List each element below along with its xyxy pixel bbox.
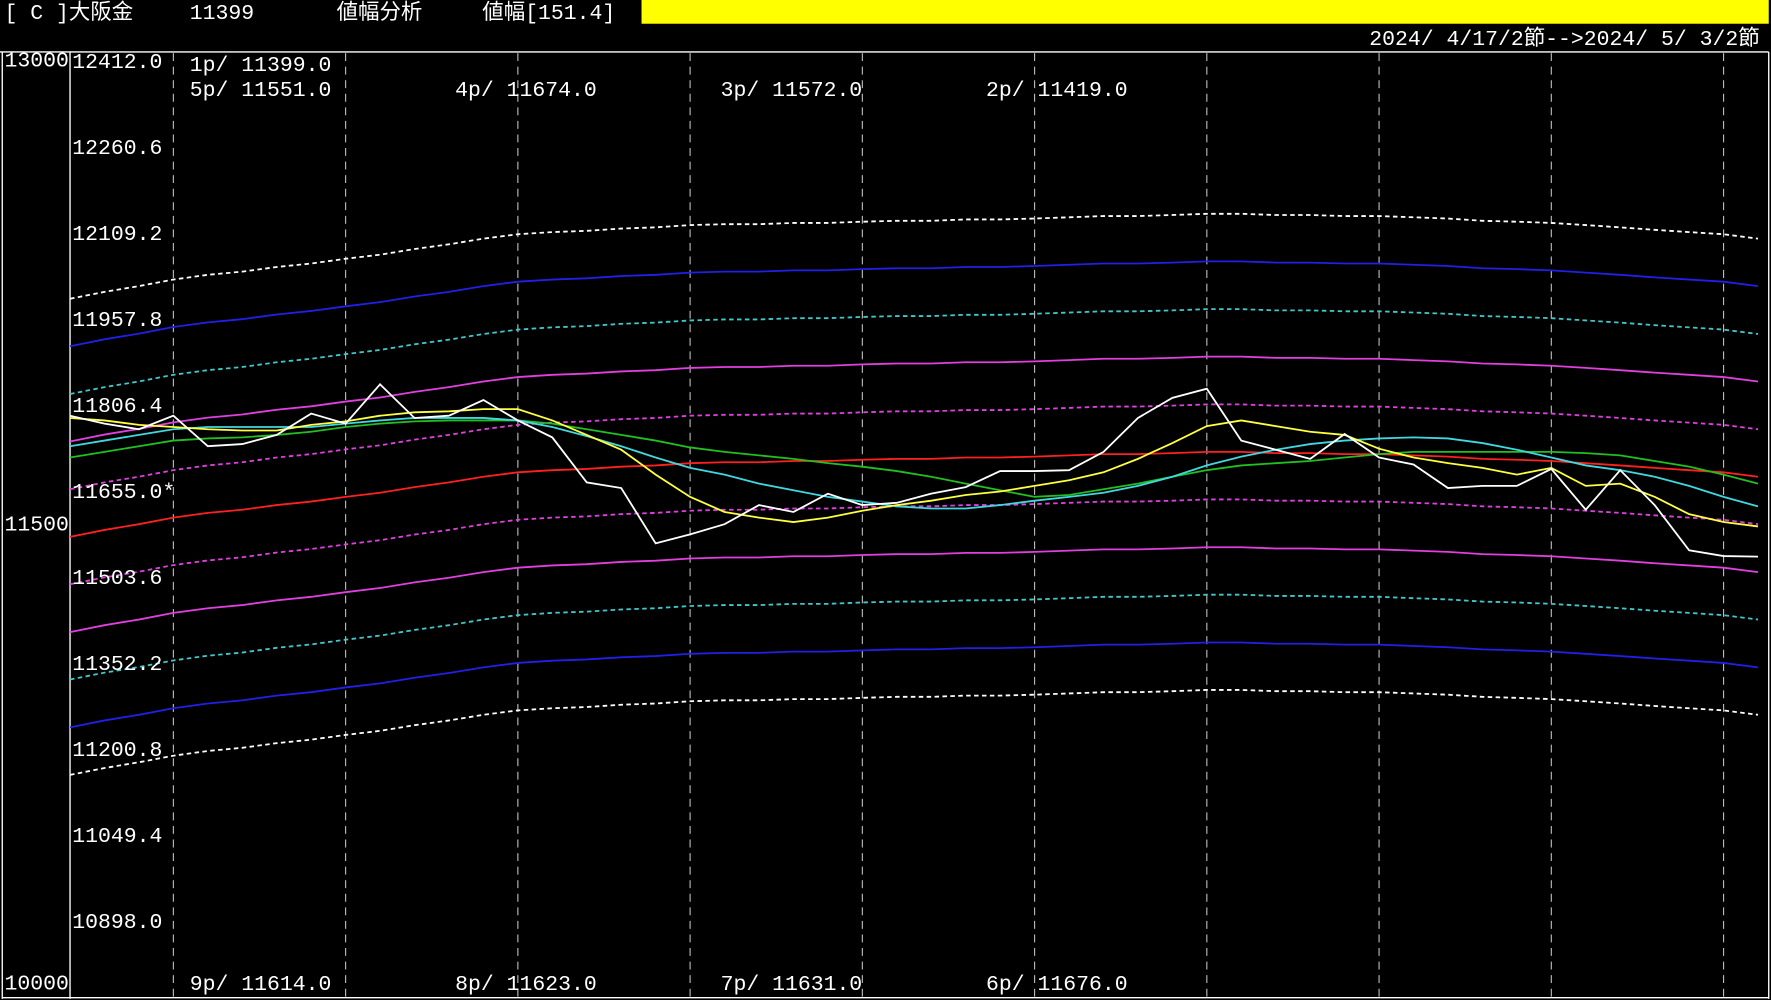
date-range: 2024/ 4/17/2節-->2024/ 5/ 3/2節 xyxy=(1369,26,1759,52)
annotation: 6p/ 11676.0 xyxy=(986,973,1128,997)
y2-tick-label: 11049.4 xyxy=(72,825,162,849)
series-line xyxy=(69,593,1759,681)
y2-tick-label: 11806.4 xyxy=(72,395,162,419)
series-line xyxy=(69,417,1759,510)
y2-tick-label: 11200.8 xyxy=(72,739,162,763)
y2-tick-label: 11655.0* xyxy=(72,481,175,505)
series-line xyxy=(69,308,1759,395)
plot-area xyxy=(69,53,1759,997)
annotation: 1p/ 11399.0 xyxy=(190,54,332,78)
y2-tick-label: 11352.2 xyxy=(72,653,162,677)
series-line xyxy=(69,498,1759,586)
series-line xyxy=(69,403,1759,491)
series-line xyxy=(69,212,1759,300)
series-line xyxy=(69,450,1759,538)
annotation: 2p/ 11419.0 xyxy=(986,79,1128,103)
chart-title: [ C ]大阪金 xyxy=(5,0,134,26)
series-line xyxy=(69,408,1759,528)
series-line xyxy=(69,546,1759,633)
y2-tick-label: 11503.6 xyxy=(72,567,162,591)
y2-tick-label: 10898.0 xyxy=(72,911,162,935)
annotation: 9p/ 11614.0 xyxy=(190,973,332,997)
annotation: 4p/ 11674.0 xyxy=(455,79,597,103)
y2-tick-label: 12109.2 xyxy=(72,223,162,247)
series-line xyxy=(69,641,1759,729)
series-line xyxy=(69,382,1759,558)
last-price: 11399 xyxy=(190,2,254,26)
series-line xyxy=(69,260,1759,348)
series-line xyxy=(69,419,1759,498)
y2-tick-label: 11957.8 xyxy=(72,309,162,333)
annotation: 5p/ 11551.0 xyxy=(190,79,332,103)
y2-tick-label: 12412.0 xyxy=(72,51,162,75)
header-bar xyxy=(641,0,1769,24)
y-tick-label: 13000 xyxy=(5,50,69,74)
series-line xyxy=(69,355,1759,443)
annotation: 8p/ 11623.0 xyxy=(455,973,597,997)
y-tick-label: 11500 xyxy=(5,514,69,538)
annotation: 3p/ 11572.0 xyxy=(721,79,863,103)
mode-label: 値幅分析 xyxy=(337,0,423,26)
series-line xyxy=(69,689,1759,776)
y2-tick-label: 12260.6 xyxy=(72,137,162,161)
range-label: 値幅[151.4] xyxy=(482,0,615,26)
y-tick-label: 10000 xyxy=(5,973,69,997)
annotation: 7p/ 11631.0 xyxy=(721,973,863,997)
